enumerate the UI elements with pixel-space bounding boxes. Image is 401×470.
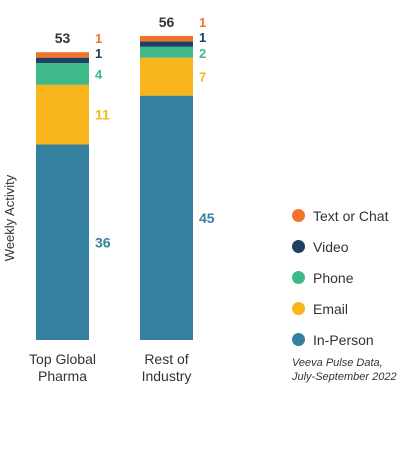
bar-segment-video [36,57,89,64]
value-label: 7 [199,70,206,85]
value-label: 45 [199,210,215,226]
legend-label: Email [313,300,349,317]
category-label: Top Global [29,351,96,367]
total-label: 53 [55,30,71,46]
bar-segment-text-or-chat [140,35,193,42]
y-axis-label: Weekly Activity [2,174,17,261]
category-label: Industry [142,368,192,384]
total-label: 56 [159,14,175,30]
legend-item: In-Person [292,324,388,355]
bar-segment-in-person [140,95,193,341]
value-label: 11 [95,107,110,123]
bar-segment-email [36,84,89,145]
legend-item: Phone [292,262,388,293]
source-line: July-September 2022 [292,371,397,383]
legend-label: Text or Chat [313,207,389,224]
legend-label: Video [313,238,349,255]
value-label: 36 [95,234,111,250]
value-label: 1 [95,31,102,46]
legend-item: Video [292,231,388,262]
bar-segment-text-or-chat [36,52,89,58]
legend-item: Email [292,293,388,324]
value-label: 2 [199,46,206,61]
bar-segment-phone [140,46,193,58]
source-line: Veeva Pulse Data, [292,357,383,369]
value-label: 1 [199,15,206,30]
legend-label: Phone [313,269,354,286]
value-label: 4 [95,67,103,82]
legend-swatch [292,240,305,253]
legend-label: In-Person [313,331,374,348]
bar-segment-in-person [36,144,89,340]
category-label: Pharma [38,368,87,384]
value-label: 1 [199,30,206,45]
legend-item: Text or Chat [292,200,388,231]
legend-swatch [292,209,305,222]
legend-swatch [292,302,305,315]
legend: Text or Chat Video Phone Email In-Person [292,200,388,355]
bar-segment-email [140,57,193,96]
value-label: 1 [95,46,102,61]
bar-segment-phone [36,63,89,85]
legend-swatch [292,333,305,346]
category-label: Rest of [144,351,188,367]
bar-segment-video [140,41,193,47]
source-note: Veeva Pulse Data, July-September 2022 [292,356,397,384]
legend-swatch [292,271,305,284]
